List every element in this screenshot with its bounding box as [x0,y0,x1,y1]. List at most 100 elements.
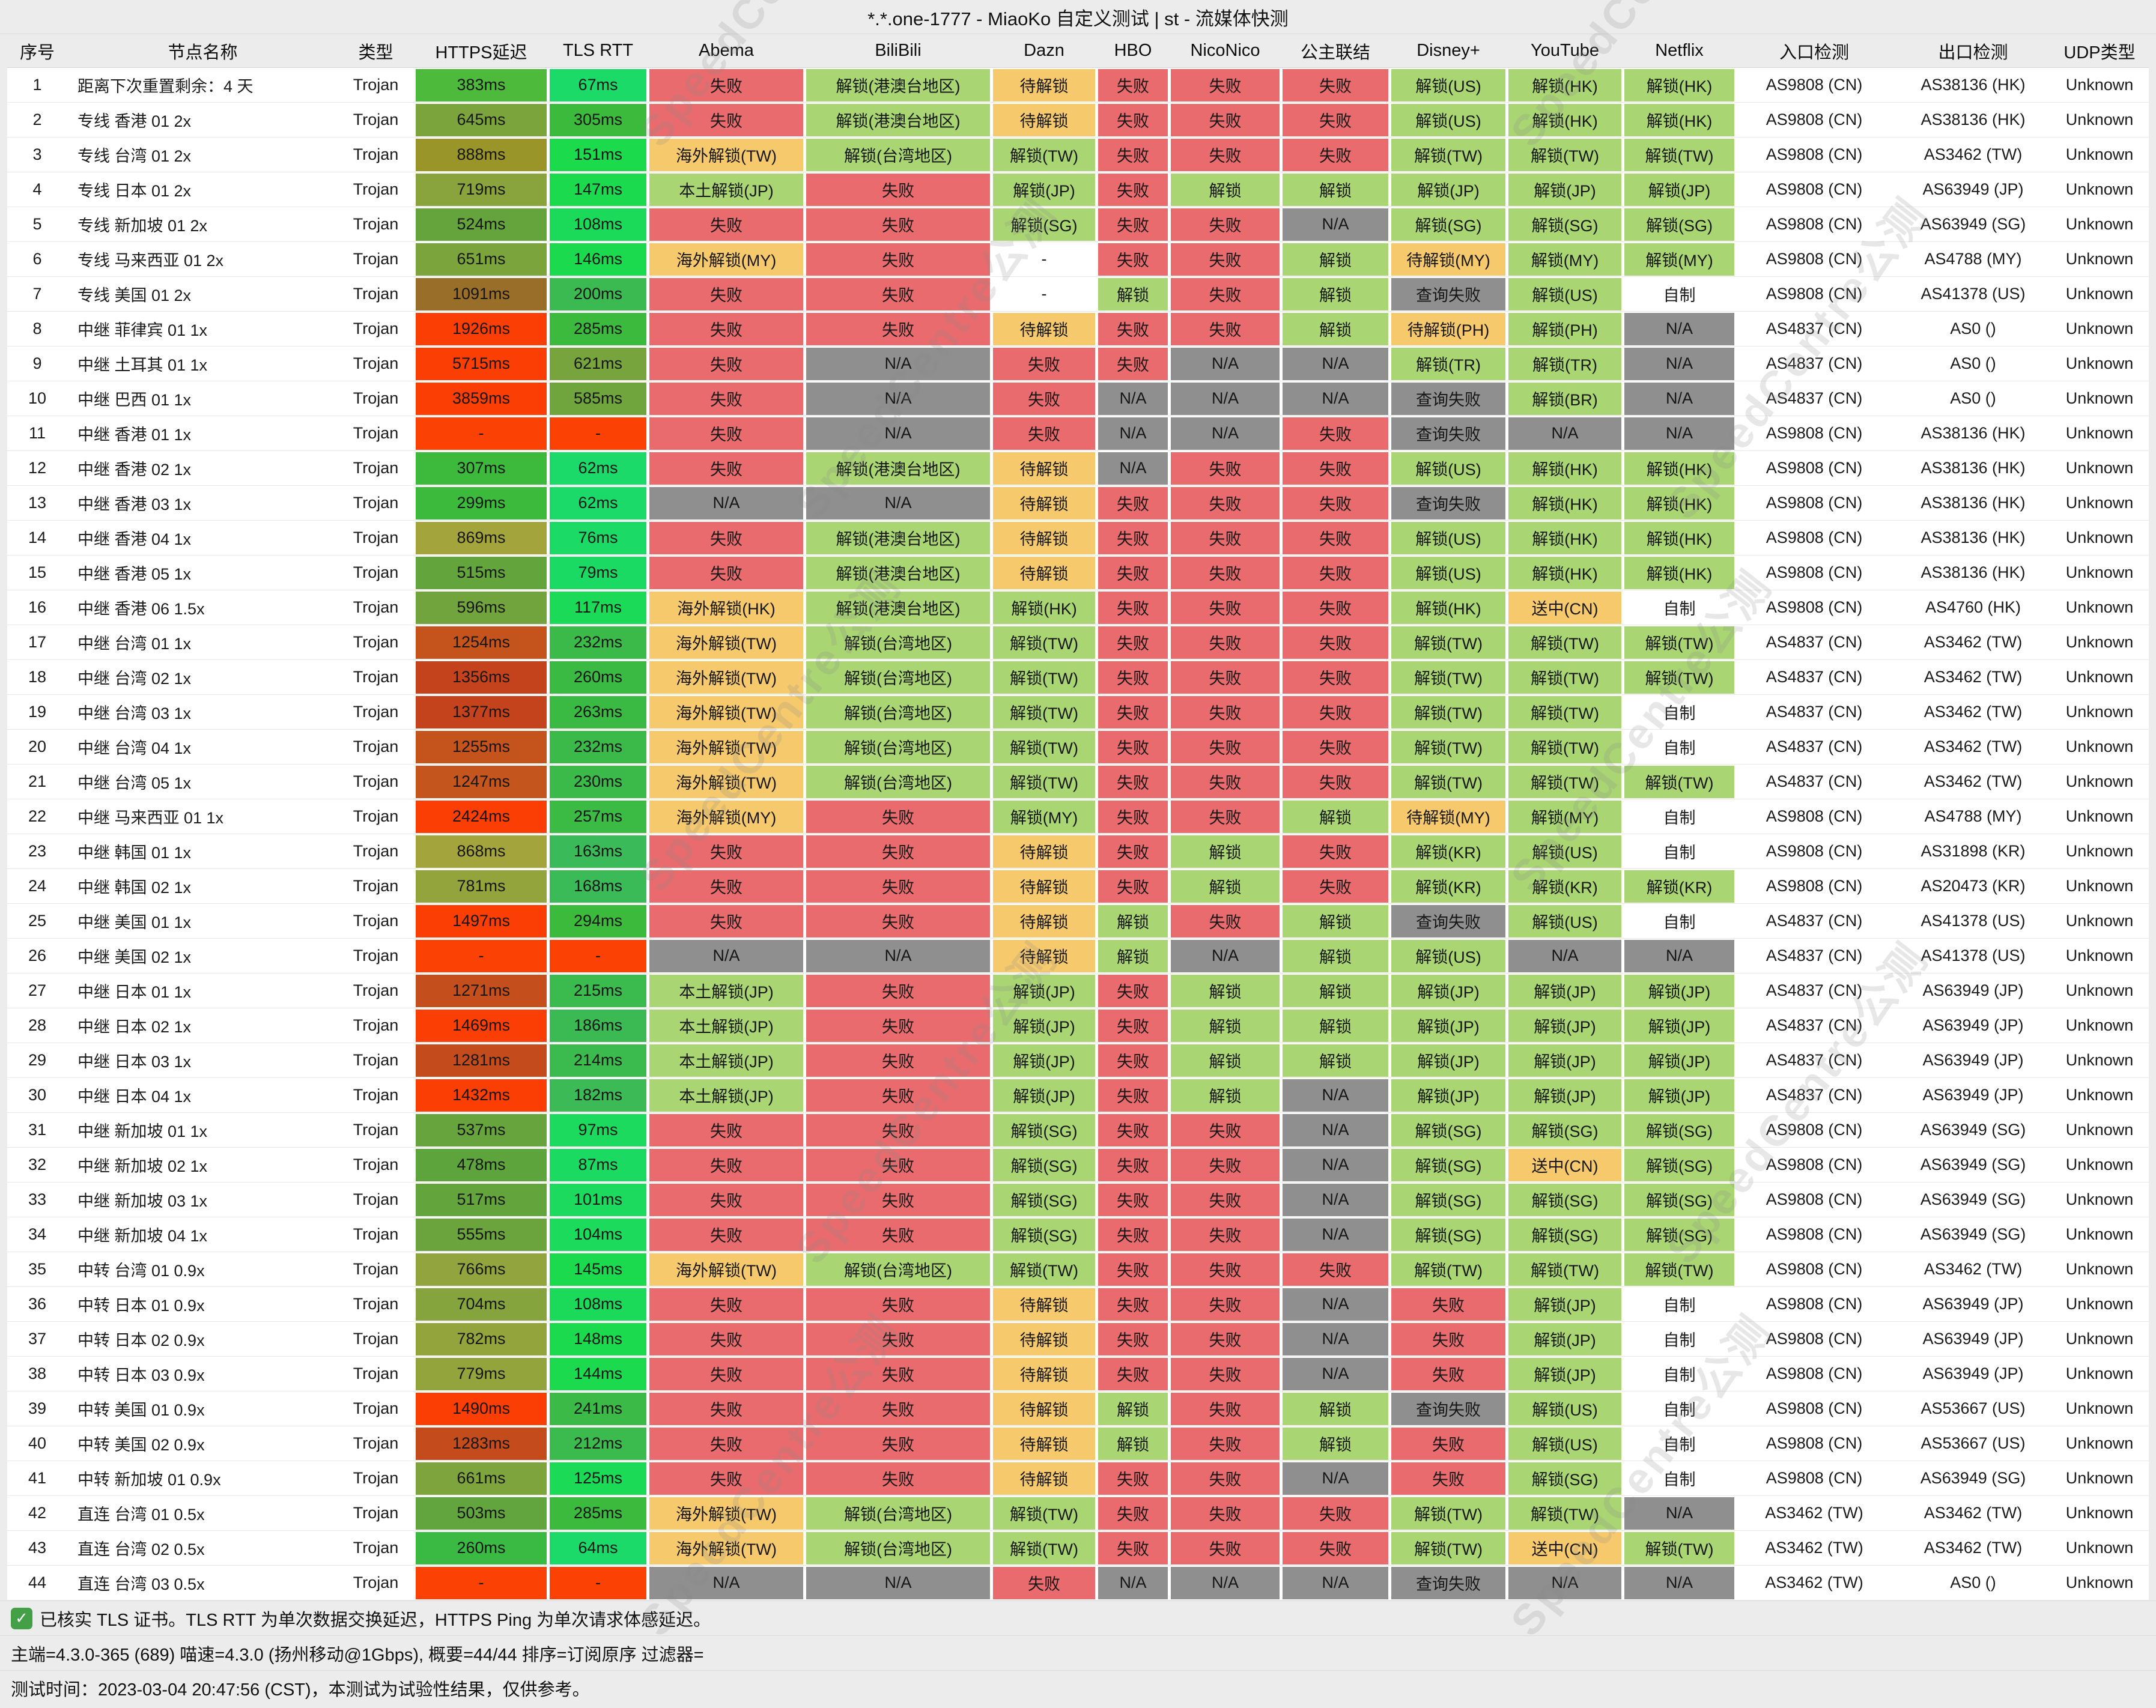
disney-plus-cell: 解锁(KR) [1391,834,1506,868]
index-cell: 40 [28,1434,47,1452]
entry-asn-cell: AS9808 (CN) [1766,1190,1863,1208]
entry-asn-cell: AS9808 (CN) [1766,285,1863,303]
status-pill: N/A [1171,1566,1280,1599]
status-pill: 失败 [649,1148,803,1181]
status-pill: 108ms [550,208,646,241]
princess-connect-cell: 解锁 [1282,1008,1389,1043]
status-pill: 解锁(HK) [1624,486,1734,519]
status-pill: 解锁(HK) [1624,103,1734,136]
bilibili-cell: 失败 [806,207,991,241]
entry-asn-cell: AS9808 (CN) [1766,1225,1863,1243]
dazn-cell: 解锁(SG) [992,1217,1096,1252]
exit-asn-cell: AS0 () [1950,389,1996,407]
node-name-cell: 中转 日本 02 0.9x [77,1331,205,1349]
tls-rtt-cell: 263ms [549,695,647,729]
status-pill: N/A [1283,1079,1388,1112]
status-pill: 解锁(SG) [1508,1462,1621,1495]
status-pill: 失败 [1171,661,1280,694]
index-cell: 11 [28,424,46,442]
exit-asn-cell: AS63949 (JP) [1922,180,2024,198]
youtube-cell: 解锁(US) [1508,1426,1622,1461]
index-cell: 7 [32,285,42,303]
table-row: 7 专线 美国 01 2x Trojan 1091ms 200ms 失败 失败 - 解锁 失败 解锁… [7,277,2149,312]
table-row: 8 中继 菲律宾 01 1x Trojan 1926ms 285ms 失败 失败 待解锁 失败失… [7,312,2149,347]
abema-cell: 失败 [649,1287,804,1321]
https-latency-cell: 1255ms [415,730,547,764]
status-pill: 海外解锁(TW) [649,1531,803,1564]
status-pill: 失败 [1171,1531,1280,1564]
status-pill: 解锁(TW) [1508,695,1621,728]
netflix-cell: 自制 [1663,704,1696,722]
entry-asn-cell: AS4837 (CN) [1766,946,1863,965]
status-pill: 失败 [1283,1531,1388,1564]
princess-connect-cell: 解锁 [1282,799,1389,834]
status-pill: 104ms [550,1218,646,1251]
https-latency-cell: 1490ms [415,1392,547,1426]
hbo-cell: 解锁 [1098,1426,1168,1461]
abema-cell: 失败 [649,1183,804,1217]
entry-asn-cell: AS9808 (CN) [1766,111,1863,129]
disney-plus-cell: 失败 [1391,1322,1506,1356]
https-latency-cell: 537ms [415,1113,547,1147]
dazn-cell: 解锁(TW) [992,695,1096,729]
column-header-udp-type: UDP类型 [2063,43,2136,62]
node-name-cell: 中继 台湾 02 1x [77,670,192,688]
status-pill: 失败 [1098,661,1168,694]
princess-connect-cell: 解锁 [1282,904,1389,938]
dazn-cell: 解锁(MY) [992,799,1096,834]
node-name-cell: 中继 台湾 04 1x [77,739,192,757]
status-pill: N/A [1171,417,1280,450]
hbo-cell: 失败 [1098,172,1168,207]
status-pill: 本土解锁(JP) [649,1044,803,1077]
exit-asn-cell: AS3462 (TW) [1924,668,2023,686]
https-latency-cell: 704ms [415,1287,547,1321]
netflix-cell: 解锁(JP) [1624,1008,1735,1043]
dazn-cell: 失败 [992,416,1096,450]
status-pill: 失败 [806,904,990,937]
status-pill: 解锁(SG) [1624,1113,1734,1146]
footer-note-tls-text: 已核实 TLS 证书。TLS RTT 为单次数据交换延迟，HTTPS Ping … [40,1610,711,1630]
bilibili-cell: 失败 [806,799,991,834]
disney-plus-cell: 解锁(TW) [1391,1531,1506,1565]
table-row: 28 中继 日本 02 1x Trojan 1469ms 186ms 本土解锁(JP) 失败… [7,1008,2149,1043]
status-pill: 失败 [1283,835,1388,868]
disney-plus-cell: 解锁(US) [1391,451,1506,485]
entry-asn-cell: AS4837 (CN) [1766,1086,1863,1104]
node-name-cell: 中转 日本 01 0.9x [77,1297,205,1315]
abema-cell: 失败 [649,521,804,555]
status-pill: N/A [1283,382,1388,415]
status-pill: 失败 [1391,1427,1505,1460]
status-pill: 失败 [1283,765,1388,798]
node-name-cell: 直连 台湾 01 0.5x [77,1506,205,1524]
princess-connect-cell: 失败 [1282,660,1389,694]
disney-plus-cell: 失败 [1391,1357,1506,1391]
status-pill: 失败 [1098,1183,1168,1216]
status-pill: 失败 [649,103,803,136]
princess-connect-cell: N/A [1282,347,1389,381]
abema-cell: 失败 [649,68,804,102]
https-latency-cell: 869ms [415,521,547,555]
status-pill: N/A [1098,1566,1168,1599]
youtube-cell: 解锁(US) [1508,1392,1622,1426]
status-pill: 621ms [550,347,646,380]
dazn-cell: 待解锁 [992,451,1096,485]
tls-rtt-cell: 241ms [549,1392,647,1426]
status-pill: N/A [649,486,803,519]
bilibili-cell: 失败 [806,1183,991,1217]
bilibili-cell: N/A [806,381,991,416]
bilibili-cell: N/A [806,1566,991,1600]
tls-rtt-cell: - [549,939,647,973]
type-cell: Trojan [353,1260,399,1278]
column-header-abema: Abema [699,41,754,60]
youtube-cell: 解锁(HK) [1508,486,1622,520]
princess-connect-cell: 解锁 [1282,1043,1389,1077]
status-pill: 147ms [550,173,646,206]
status-pill: 解锁(HK) [1508,486,1621,519]
netflix-cell: 解锁(SG) [1624,1217,1735,1252]
disney-plus-cell: 查询失败 [1391,904,1506,938]
index-cell: 19 [28,703,47,721]
status-pill: N/A [806,486,990,519]
type-cell: Trojan [353,842,399,860]
princess-connect-cell: N/A [1282,1217,1389,1252]
status-pill: 解锁 [1171,835,1280,868]
